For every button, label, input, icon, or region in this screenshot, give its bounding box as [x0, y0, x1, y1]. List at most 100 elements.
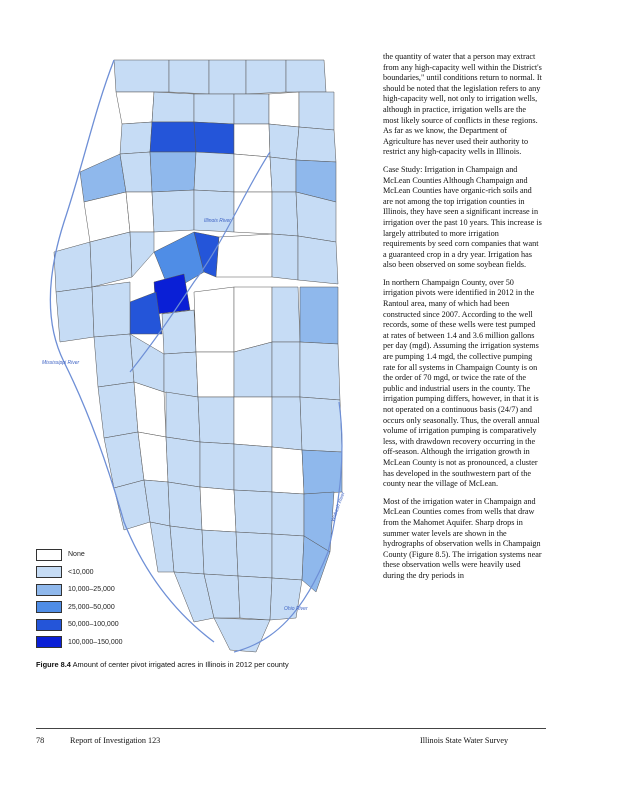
county: [125, 191, 155, 233]
county: [233, 191, 273, 235]
legend-item: 100,000–150,000: [36, 634, 146, 652]
county: [245, 59, 287, 95]
county: [193, 151, 235, 193]
county: [119, 121, 153, 155]
mississippi-river-line: [49, 59, 215, 643]
legend-label: 10,000–25,000: [68, 586, 115, 594]
county: [53, 241, 93, 293]
county: [297, 235, 339, 285]
county: [233, 489, 273, 535]
county: [201, 529, 239, 577]
county: [269, 156, 297, 193]
wabash-river-line: [327, 401, 343, 553]
county: [233, 341, 273, 398]
legend-label: 25,000–50,000: [68, 603, 115, 611]
county: [93, 333, 135, 388]
county: [269, 577, 303, 621]
legend-label: <10,000: [68, 568, 94, 576]
paragraph: In northern Champaign County, over 50 ir…: [383, 277, 540, 489]
paragraph: the quantity of water that a person may …: [383, 52, 542, 157]
county: [301, 449, 343, 495]
county: [268, 91, 300, 128]
county: [197, 396, 235, 445]
county: [208, 59, 247, 95]
legend-swatch: [36, 583, 62, 596]
legend-swatch: [36, 566, 62, 579]
county: [233, 286, 273, 353]
mississippi-river-label: Mississippi River: [42, 360, 80, 366]
map-legend: None <10,000 10,000–25,000 25,000–50,000 50,…: [36, 546, 146, 651]
report-title: Report of Investigation 123: [70, 736, 161, 745]
legend-label: 100,000–150,000: [68, 638, 123, 646]
county: [149, 151, 197, 193]
legend-item: <10,000: [36, 564, 146, 582]
legend-swatch: [36, 618, 62, 631]
county: [299, 286, 339, 345]
county: [129, 231, 155, 278]
paragraph: Case Study: Irrigation in Champaign and …: [383, 164, 542, 270]
county: [271, 286, 301, 343]
county: [161, 309, 197, 355]
county: [153, 273, 191, 315]
county: [165, 436, 201, 488]
county: [298, 91, 335, 131]
county: [233, 153, 273, 193]
county: [149, 121, 197, 153]
county: [151, 91, 195, 123]
county: [271, 533, 305, 581]
county: [89, 231, 133, 288]
county: [168, 59, 210, 95]
county: [119, 151, 153, 193]
illinois-river-label: Illinois River: [204, 218, 231, 224]
county: [151, 189, 195, 233]
county: [91, 281, 131, 338]
legend-item: 25,000–50,000: [36, 599, 146, 617]
illinois-river-line: [129, 151, 271, 373]
legend-label: None: [68, 551, 85, 559]
county: [169, 525, 205, 575]
county: [233, 396, 273, 448]
county: [193, 93, 235, 125]
ohio-river-line: [233, 551, 329, 653]
county: [233, 443, 273, 493]
county: [199, 441, 235, 491]
county: [271, 396, 303, 451]
county: [235, 531, 273, 579]
legend-label: 50,000–100,000: [68, 621, 119, 629]
county: [193, 121, 235, 155]
county: [103, 431, 145, 489]
figure-caption-label: Figure 8.4: [36, 660, 71, 669]
county: [271, 233, 299, 281]
county: [55, 286, 95, 343]
county: [271, 491, 305, 537]
county: [167, 481, 203, 531]
county: [215, 233, 273, 278]
county: [195, 351, 235, 398]
legend-item: None: [36, 546, 146, 564]
body-text-column: the quantity of water that a person may …: [383, 52, 543, 589]
county: [299, 341, 341, 401]
county: [301, 535, 331, 593]
county: [271, 341, 301, 398]
county: [295, 126, 337, 163]
page-number: 78: [36, 736, 45, 745]
county: [199, 486, 237, 533]
illinois-county-map: Mississippi River Illinois River Wabash …: [34, 52, 380, 662]
ohio-river-label: Ohio River: [284, 606, 308, 612]
county: [163, 351, 199, 398]
county: [213, 617, 271, 653]
county: [193, 189, 235, 233]
figure-caption: Figure 8.4 Amount of center pivot irriga…: [36, 660, 366, 669]
figure-caption-text: Amount of center pivot irrigated acres i…: [72, 660, 289, 669]
county: [233, 123, 271, 158]
county: [193, 286, 235, 353]
legend-swatch: [36, 601, 62, 614]
county: [271, 446, 305, 495]
county: [299, 396, 343, 453]
footer-rule: [36, 728, 546, 729]
legend-item: 50,000–100,000: [36, 616, 146, 634]
county: [233, 93, 270, 125]
county: [268, 123, 300, 161]
county: [97, 381, 139, 439]
